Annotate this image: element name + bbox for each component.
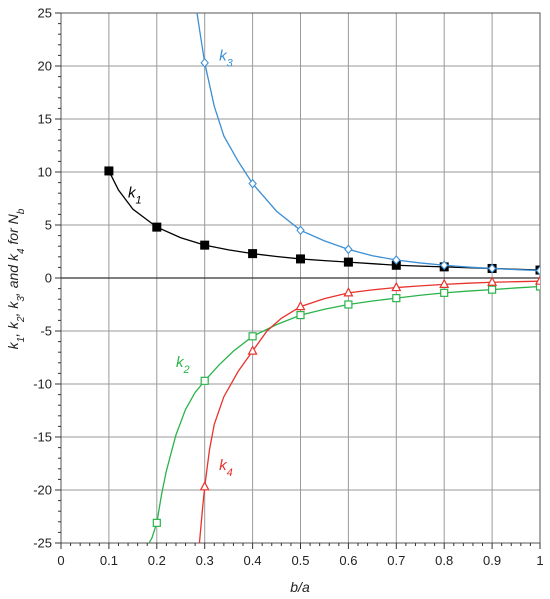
series-label-k2: k2 [176, 354, 190, 376]
x-tick-label: 0.7 [387, 553, 405, 568]
data-point-marker [392, 294, 401, 303]
x-tick-label: 0.4 [244, 553, 262, 568]
data-point-marker [487, 263, 497, 274]
data-point-marker [488, 285, 497, 294]
data-point-marker [248, 178, 257, 189]
x-tick-label: 0.6 [339, 553, 357, 568]
series-label-k3: k3 [219, 48, 234, 70]
series-label-k4: k4 [219, 457, 233, 479]
data-point-marker [535, 275, 540, 285]
data-point-marker [152, 518, 161, 527]
y-tick-labels: -25 -20 -15 -10 -5 0 5 10 15 20 25 [33, 6, 52, 551]
axes [55, 12, 541, 549]
series-line-k3 [196, 13, 540, 272]
data-point-marker [343, 257, 353, 267]
y-tick-label: 25 [38, 6, 52, 21]
y-tick-label: -10 [33, 377, 52, 392]
series-group [104, 13, 540, 543]
data-point-marker [248, 249, 258, 259]
data-point-marker [296, 311, 305, 320]
y-axis-title: k1, k2, k3, and k4 for Nb [5, 208, 27, 349]
x-tick-label: 0.5 [291, 553, 309, 568]
data-point-marker [439, 260, 449, 271]
data-point-marker [296, 254, 305, 264]
data-point-marker [440, 288, 449, 297]
data-point-marker [439, 278, 450, 288]
series-line-k4 [198, 280, 540, 543]
x-tick-label: 0.2 [148, 553, 166, 568]
data-point-marker [247, 345, 258, 355]
data-point-marker [200, 57, 209, 68]
x-tick-label: 0.8 [435, 553, 453, 568]
data-point-marker [344, 244, 353, 255]
data-point-marker [104, 166, 114, 176]
data-point-marker [392, 255, 401, 265]
data-point-marker [199, 481, 210, 491]
series-k4 [198, 275, 540, 543]
data-point-marker [391, 281, 402, 292]
series-label-k1: k1 [128, 184, 142, 206]
series-line-k2 [148, 285, 540, 543]
x-tick-label: 0 [57, 553, 64, 568]
data-point-marker [295, 300, 306, 311]
y-tick-label: 0 [45, 271, 52, 286]
data-point-marker [344, 300, 353, 309]
data-point-marker [152, 222, 162, 232]
data-point-marker [200, 376, 209, 385]
x-tick-label: 0.3 [196, 553, 214, 568]
data-point-marker [248, 332, 257, 341]
data-point-marker [487, 276, 498, 286]
series-line-k1 [108, 170, 540, 271]
y-tick-label: -20 [33, 483, 52, 498]
series-k1 [104, 166, 540, 275]
x-tick-label: 0.9 [483, 553, 501, 568]
series-k2 [148, 282, 540, 543]
y-tick-label: 5 [45, 218, 52, 233]
x-axis-title: b/a [290, 579, 310, 595]
data-point-marker [535, 282, 540, 291]
series-labels: k1 k2 k3 k4 [128, 48, 234, 479]
x-tick-labels: 0 0.1 0.2 0.3 0.4 0.5 0.6 0.7 0.8 0.9 1 [57, 553, 543, 568]
x-tick-label: 0.1 [100, 553, 118, 568]
y-tick-label: -15 [33, 430, 52, 445]
data-point-marker [343, 287, 354, 297]
y-tick-label: -5 [40, 324, 52, 339]
data-point-marker [535, 265, 540, 276]
y-tick-label: -25 [33, 536, 52, 551]
data-point-marker [296, 225, 305, 236]
y-tick-label: 10 [38, 165, 52, 180]
y-tick-label: 20 [38, 59, 52, 74]
series-k3 [196, 13, 540, 276]
y-tick-label: 15 [38, 112, 52, 127]
data-point-marker [200, 240, 210, 250]
x-tick-label: 1 [536, 553, 543, 568]
